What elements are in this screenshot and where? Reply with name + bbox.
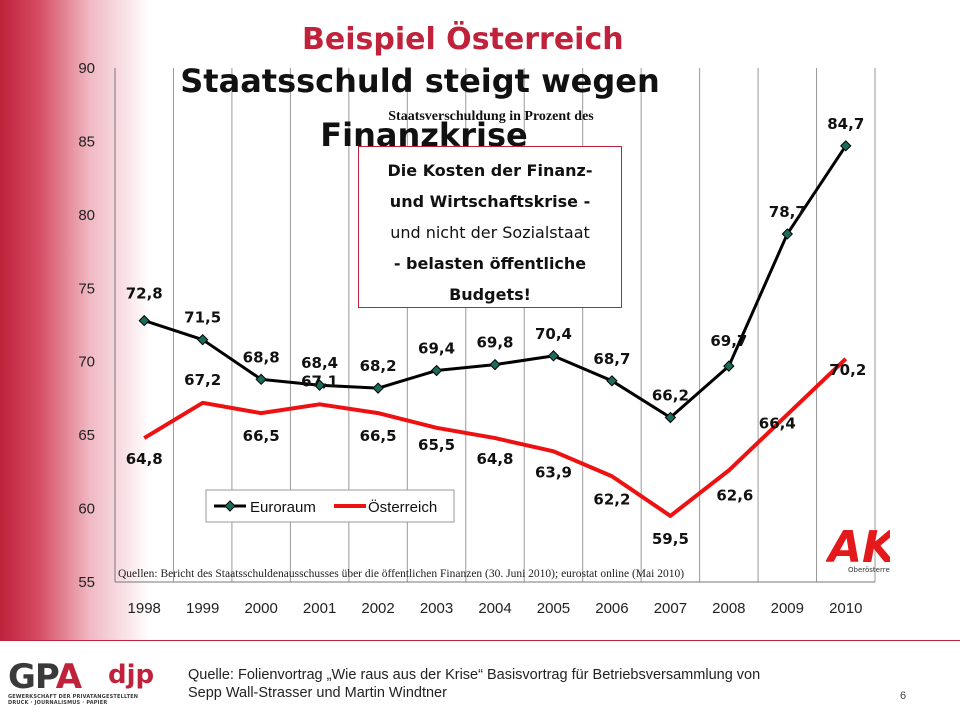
euroraum-data-label: 70,4 xyxy=(535,325,572,343)
chart-source-note: Quellen: Bericht des Staatsschuldenaussc… xyxy=(118,568,684,580)
oesterreich-data-label: 59,5 xyxy=(652,530,689,548)
y-tick-label: 90 xyxy=(78,60,95,77)
footer-source-line-2: Sepp Wall-Strasser und Martin Windtner xyxy=(188,685,447,701)
y-tick-label: 65 xyxy=(78,427,95,444)
logo-gp: GP xyxy=(8,657,57,697)
euroraum-data-label: 66,2 xyxy=(652,387,689,405)
oesterreich-data-label: 67,1 xyxy=(301,372,338,390)
slide-title-main: Staatsschuld steigt wegen xyxy=(180,62,659,100)
euroraum-marker xyxy=(664,411,677,424)
x-tick-label: 2001 xyxy=(303,600,336,617)
callout-line-5: Budgets! xyxy=(449,285,531,304)
euroraum-marker xyxy=(840,140,852,152)
legend-label-euroraum: Euroraum xyxy=(250,499,316,516)
callout-line-1: Die Kosten der Finanz- xyxy=(387,161,593,180)
y-tick-label: 80 xyxy=(78,207,95,224)
y-tick-label: 75 xyxy=(78,280,95,297)
x-tick-label: 2007 xyxy=(654,600,687,617)
callout-box: Die Kosten der Finanz- und Wirtschaftskr… xyxy=(358,146,622,308)
euroraum-marker xyxy=(781,228,794,240)
ak-logo: AK Oberösterreich xyxy=(826,522,890,574)
euroraum-marker xyxy=(255,373,267,386)
callout-line-3: und nicht der Sozialstaat xyxy=(390,223,590,242)
euroraum-data-label: 68,7 xyxy=(593,350,630,368)
oesterreich-data-label: 67,2 xyxy=(184,371,221,389)
euroraum-marker xyxy=(313,379,326,391)
x-tick-label: 1999 xyxy=(186,600,219,617)
ak-logo-sub: Oberösterreich xyxy=(848,566,890,574)
y-tick-label: 55 xyxy=(78,574,95,591)
euroraum-data-label: 69,4 xyxy=(418,340,455,358)
y-tick-label: 60 xyxy=(78,501,95,518)
x-tick-label: 2004 xyxy=(478,600,511,617)
x-tick-label: 2008 xyxy=(712,600,745,617)
x-tick-label: 2010 xyxy=(829,600,862,617)
oesterreich-data-label: 66,5 xyxy=(360,427,397,445)
x-tick-label: 2006 xyxy=(595,600,628,617)
x-tick-label: 1998 xyxy=(128,600,161,617)
footer-divider xyxy=(0,640,960,641)
euroraum-data-label: 69,7 xyxy=(710,332,747,350)
x-tick-label: 2009 xyxy=(771,600,804,617)
oesterreich-data-label: 66,4 xyxy=(759,415,796,433)
oesterreich-data-label: 64,8 xyxy=(476,450,513,468)
oesterreich-data-label: 62,2 xyxy=(593,490,630,508)
gpa-djp-logo: GPA djp GEWERKSCHAFT DER PRIVATANGESTELL… xyxy=(8,660,154,710)
euroraum-marker xyxy=(372,382,384,394)
euroraum-marker xyxy=(606,375,618,387)
euroraum-data-label: 71,5 xyxy=(184,309,221,327)
euroraum-marker xyxy=(489,358,501,371)
euroraum-marker xyxy=(430,364,443,377)
oesterreich-data-label: 63,9 xyxy=(535,463,572,481)
euroraum-marker xyxy=(138,314,150,327)
oesterreich-data-label: 64,8 xyxy=(126,450,163,468)
x-tick-label: 2000 xyxy=(244,600,277,617)
page-number: 6 xyxy=(900,690,907,702)
euroraum-data-label: 68,8 xyxy=(243,348,280,366)
oesterreich-data-label: 62,6 xyxy=(716,486,753,504)
x-tick-label: 2002 xyxy=(361,600,394,617)
legend-label-oesterreich: Österreich xyxy=(368,498,437,516)
euroraum-data-label: 72,8 xyxy=(126,285,163,303)
legend-box xyxy=(205,489,455,523)
series-line-oesterreich xyxy=(143,357,848,518)
y-tick-label: 85 xyxy=(78,133,95,150)
logo-a: A xyxy=(55,657,82,697)
euroraum-data-label: 68,2 xyxy=(360,357,397,375)
logo-sub-2: DRUCK · JOURNALISMUS · PAPIER xyxy=(8,700,108,706)
callout-line-4: - belasten öffentliche xyxy=(393,254,587,273)
euroraum-data-label: 84,7 xyxy=(827,115,864,133)
x-tick-label: 2005 xyxy=(537,600,570,617)
callout-line-2: und Wirtschaftskrise - xyxy=(389,192,591,211)
x-tick-label: 2003 xyxy=(420,600,453,617)
footer-source: Quelle: Folienvortrag „Wie raus aus der … xyxy=(188,666,848,702)
euroraum-marker xyxy=(196,333,209,346)
logo-sub-1: GEWERKSCHAFT DER PRIVATANGESTELLTEN xyxy=(8,694,139,700)
euroraum-marker xyxy=(723,360,735,372)
slide-title-top: Beispiel Österreich xyxy=(302,22,624,57)
euroraum-data-label: 68,4 xyxy=(301,354,338,372)
y-tick-label: 70 xyxy=(78,354,95,371)
oesterreich-data-label: 66,5 xyxy=(243,427,280,445)
logo-djp: djp xyxy=(108,660,155,690)
euroraum-data-label: 78,7 xyxy=(769,203,806,221)
logo-main: GPA xyxy=(8,660,148,694)
debt-line-chart: 55 60 65 70 75 80 85 90 1998 1999 2000 2001 2002 2003… xyxy=(78,60,876,617)
euroraum-marker xyxy=(547,350,560,362)
left-decorative-band xyxy=(0,0,150,640)
legend-marker-euroraum xyxy=(224,500,236,512)
chart-title: Staatsverschuldung in Prozent des xyxy=(388,109,594,124)
oesterreich-data-label: 70,2 xyxy=(829,361,866,379)
ak-logo-letters: AK xyxy=(826,522,890,573)
oesterreich-data-label: 65,5 xyxy=(418,436,455,454)
euroraum-data-label: 69,8 xyxy=(476,334,513,352)
footer-source-line-1: Quelle: Folienvortrag „Wie raus aus der … xyxy=(188,667,761,683)
